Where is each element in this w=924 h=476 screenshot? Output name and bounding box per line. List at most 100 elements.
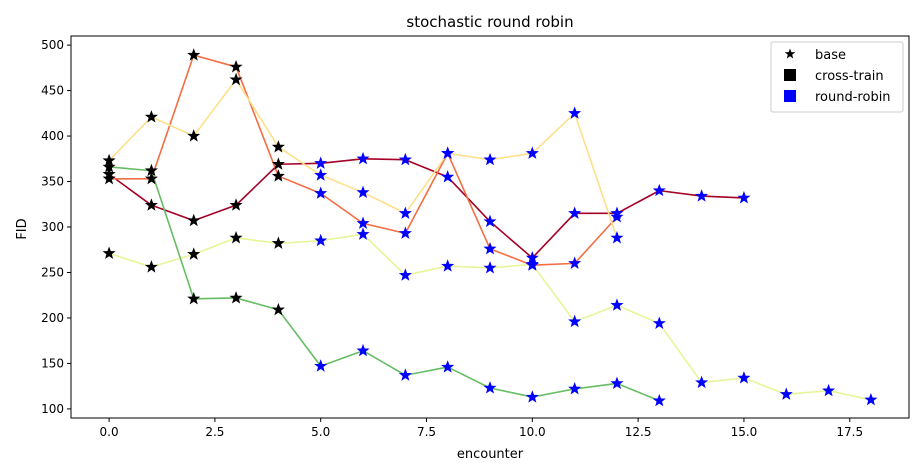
data-point: [187, 291, 201, 305]
data-point: [441, 259, 455, 272]
data-point: [271, 157, 285, 170]
data-point: [229, 231, 243, 244]
legend-box: [770, 41, 904, 113]
x-tick-label: 12.5: [625, 425, 652, 439]
data-point: [314, 233, 328, 247]
data-point: [314, 168, 328, 181]
data-point: [864, 392, 878, 406]
data-point: [271, 140, 285, 153]
x-tick-label: 7.5: [417, 425, 436, 439]
series-line: [109, 166, 660, 402]
data-point: [187, 247, 201, 260]
data-point: [314, 186, 328, 199]
data-point: [568, 382, 582, 395]
y-tick-label: 200: [41, 311, 64, 325]
y-axis-label: FID: [15, 218, 30, 239]
series-4: [109, 166, 660, 402]
data-point: [483, 241, 497, 255]
data-point: [652, 183, 666, 197]
series-3: [108, 233, 872, 401]
x-axis-label: encounter: [457, 447, 524, 462]
x-tick-label: 17.5: [836, 425, 863, 439]
data-point: [695, 375, 709, 389]
data-point: [187, 48, 201, 61]
data-point: [144, 260, 158, 273]
data-point: [271, 169, 285, 182]
data-point: [610, 376, 624, 389]
data-point: [652, 393, 666, 407]
data-point: [187, 213, 201, 227]
data-point: [610, 210, 624, 223]
data-point: [779, 387, 793, 400]
data-point: [356, 151, 370, 165]
y-tick-label: 450: [41, 84, 64, 98]
data-point: [695, 189, 709, 202]
data-point: [441, 360, 455, 373]
data-point: [483, 261, 497, 274]
data-point: [568, 314, 582, 328]
data-point: [314, 359, 328, 372]
data-point: [229, 291, 243, 304]
chart-title: stochastic round robin: [406, 13, 573, 31]
data-point: [398, 152, 412, 166]
series-0: [108, 157, 744, 259]
data-point: [271, 236, 285, 249]
data-point: [610, 231, 624, 244]
data-point: [737, 371, 751, 384]
data-point: [525, 390, 539, 403]
y-tick-label: 300: [41, 220, 64, 234]
data-point: [102, 160, 116, 173]
x-tick-label: 5.0: [311, 425, 330, 439]
data-point: [568, 256, 582, 269]
axes: 0.0 2.5 5.0 7.5 10.0 12.5 15.0 17.5 100 150 200 250…: [41, 35, 910, 439]
legend: base cross-train round-robin: [770, 41, 904, 113]
y-tick-label: 400: [41, 129, 64, 143]
data-point: [144, 171, 158, 185]
series-markers-4: [102, 160, 666, 407]
data-point: [441, 146, 455, 159]
data-point: [229, 198, 243, 211]
y-tick-label: 350: [41, 175, 64, 189]
data-point: [144, 198, 158, 211]
series-group: [102, 48, 878, 407]
data-point: [525, 257, 539, 270]
y-tick-label: 150: [41, 356, 64, 370]
data-point: [398, 226, 412, 239]
y-tick-label: 500: [41, 38, 64, 52]
data-point: [652, 316, 666, 329]
series-markers-2: [102, 72, 624, 244]
data-point: [398, 268, 412, 281]
x-tick-label: 10.0: [519, 425, 546, 439]
legend-label: cross-train: [815, 69, 884, 84]
series-markers-3: [102, 227, 878, 406]
data-point: [441, 170, 455, 183]
data-point: [356, 343, 370, 357]
data-point: [356, 227, 370, 240]
legend-marker: [784, 48, 796, 59]
data-point: [398, 206, 412, 219]
data-point: [356, 216, 370, 229]
series-line: [108, 233, 872, 401]
y-tick-label: 100: [41, 402, 64, 416]
legend-marker: [784, 90, 796, 102]
data-point: [314, 156, 328, 169]
data-point: [483, 381, 497, 394]
data-point: [144, 163, 158, 177]
data-point: [102, 171, 116, 185]
data-point: [356, 185, 370, 198]
x-tick-label: 2.5: [205, 425, 224, 439]
data-point: [525, 146, 539, 159]
data-point: [568, 106, 582, 119]
data-point: [483, 152, 497, 166]
legend-label: base: [815, 48, 846, 63]
series-line: [108, 157, 744, 259]
data-point: [229, 72, 243, 86]
data-point: [737, 191, 751, 204]
legend-marker: [784, 69, 796, 81]
data-point: [568, 206, 582, 219]
data-point: [144, 110, 158, 123]
series-markers-0: [102, 151, 751, 264]
x-tick-label: 0.0: [100, 425, 119, 439]
data-point: [187, 129, 201, 142]
